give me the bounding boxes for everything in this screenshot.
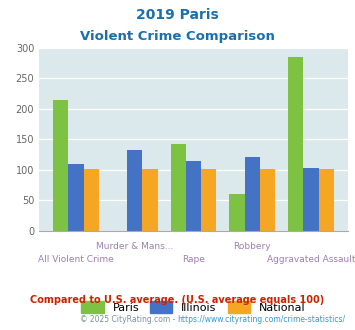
Text: Aggravated Assault: Aggravated Assault xyxy=(267,255,355,264)
Bar xyxy=(69,164,84,231)
Text: 2019 Paris: 2019 Paris xyxy=(136,8,219,22)
Bar xyxy=(201,169,217,231)
Bar xyxy=(229,194,245,231)
Bar xyxy=(127,150,142,231)
Bar xyxy=(260,169,275,231)
Text: Compared to U.S. average. (U.S. average equals 100): Compared to U.S. average. (U.S. average … xyxy=(31,295,324,305)
Text: https://www.cityrating.com/crime-statistics/: https://www.cityrating.com/crime-statist… xyxy=(178,315,346,324)
Bar xyxy=(288,57,303,231)
Bar xyxy=(186,161,201,231)
Legend: Paris, Illinois, National: Paris, Illinois, National xyxy=(77,297,310,317)
Bar xyxy=(84,169,99,231)
Text: © 2025 CityRating.com -: © 2025 CityRating.com - xyxy=(80,315,178,324)
Bar xyxy=(303,168,318,231)
Bar xyxy=(170,144,186,231)
Text: All Violent Crime: All Violent Crime xyxy=(38,255,114,264)
Text: Violent Crime Comparison: Violent Crime Comparison xyxy=(80,30,275,43)
Text: Rape: Rape xyxy=(182,255,205,264)
Bar xyxy=(245,156,260,231)
Text: Murder & Mans...: Murder & Mans... xyxy=(96,242,174,251)
Bar xyxy=(318,169,334,231)
Bar xyxy=(142,169,158,231)
Text: Robbery: Robbery xyxy=(233,242,271,251)
Bar xyxy=(53,100,69,231)
